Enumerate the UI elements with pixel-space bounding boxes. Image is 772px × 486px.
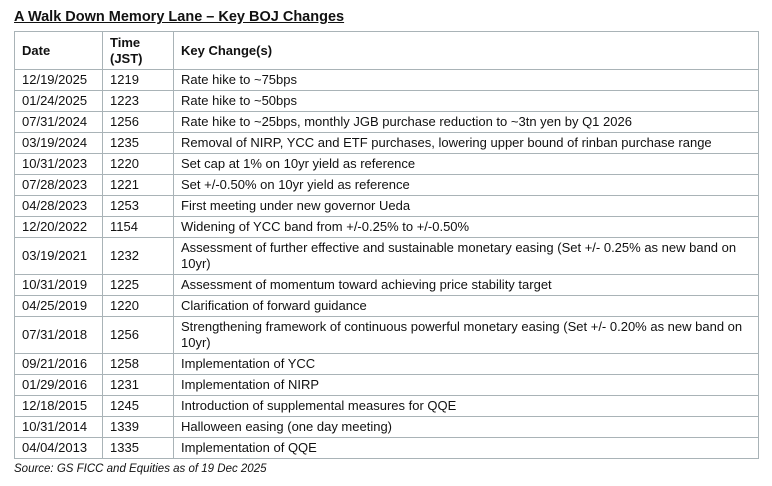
change-cell: Strengthening framework of continuous po… (173, 316, 759, 354)
table-row: 09/21/2016 1258 Implementation of YCC (14, 353, 759, 375)
time-cell: 1221 (102, 174, 174, 196)
page-title: A Walk Down Memory Lane – Key BOJ Change… (14, 9, 345, 25)
date-cell: 07/31/2018 (14, 316, 103, 354)
time-cell: 1219 (102, 69, 174, 91)
time-cell: 1335 (102, 437, 174, 459)
change-cell: Assessment of further effective and sust… (173, 237, 759, 275)
time-cell: 1154 (102, 216, 174, 238)
time-cell: 1256 (102, 316, 174, 354)
change-cell: Implementation of QQE (173, 437, 759, 459)
date-cell: 03/19/2024 (14, 132, 103, 154)
date-cell: 12/20/2022 (14, 216, 103, 238)
table-row: 07/31/2024 1256 Rate hike to ~25bps, month… (14, 111, 759, 133)
boj-changes-table: Date Time (JST) Key Change(s) 12/19/2025 12… (14, 31, 759, 459)
time-cell: 1258 (102, 353, 174, 375)
change-cell: Set cap at 1% on 10yr yield as reference (173, 153, 759, 175)
date-cell: 09/21/2016 (14, 353, 103, 375)
time-cell: 1231 (102, 374, 174, 396)
table-row: 07/28/2023 1221 Set +/-0.50% on 10yr yield… (14, 174, 759, 196)
table-header: Date Time (JST) Key Change(s) (14, 31, 759, 70)
column-header-change: Key Change(s) (173, 31, 759, 70)
change-cell: Rate hike to ~50bps (173, 90, 759, 112)
date-cell: 01/29/2016 (14, 374, 103, 396)
time-cell: 1232 (102, 237, 174, 275)
table-row: 12/18/2015 1245 Introduction of supplement… (14, 395, 759, 417)
change-cell: First meeting under new governor Ueda (173, 195, 759, 217)
table-row: 03/19/2024 1235 Removal of NIRP, YCC and E… (14, 132, 759, 154)
table-row: 12/20/2022 1154 Widening of YCC band from … (14, 216, 759, 238)
date-cell: 12/19/2025 (14, 69, 103, 91)
date-cell: 12/18/2015 (14, 395, 103, 417)
date-cell: 10/31/2023 (14, 153, 103, 175)
time-cell: 1339 (102, 416, 174, 438)
table-row: 04/28/2023 1253 First meeting under new go… (14, 195, 759, 217)
table-row: 10/31/2019 1225 Assessment of momentum tow… (14, 274, 759, 296)
change-cell: Widening of YCC band from +/-0.25% to +/… (173, 216, 759, 238)
date-cell: 03/19/2021 (14, 237, 103, 275)
date-cell: 04/04/2013 (14, 437, 103, 459)
change-cell: Implementation of YCC (173, 353, 759, 375)
time-cell: 1220 (102, 153, 174, 175)
source-note: Source: GS FICC and Equities as of 19 De… (14, 463, 267, 475)
date-cell: 07/28/2023 (14, 174, 103, 196)
table-row: 03/19/2021 1232 Assessment of further effe… (14, 237, 759, 275)
time-cell: 1220 (102, 295, 174, 317)
table-body: 12/19/2025 1219 Rate hike to ~75bps 01/24/2… (14, 69, 759, 459)
time-cell: 1225 (102, 274, 174, 296)
page: A Walk Down Memory Lane – Key BOJ Change… (14, 9, 759, 475)
time-cell: 1235 (102, 132, 174, 154)
date-cell: 04/25/2019 (14, 295, 103, 317)
change-cell: Halloween easing (one day meeting) (173, 416, 759, 438)
table-row: 01/24/2025 1223 Rate hike to ~50bps (14, 90, 759, 112)
header-row: Date Time (JST) Key Change(s) (14, 31, 759, 70)
table-row: 12/19/2025 1219 Rate hike to ~75bps (14, 69, 759, 91)
time-cell: 1256 (102, 111, 174, 133)
table-row: 04/04/2013 1335 Implementation of QQE (14, 437, 759, 459)
change-cell: Removal of NIRP, YCC and ETF purchases, … (173, 132, 759, 154)
change-cell: Introduction of supplemental measures fo… (173, 395, 759, 417)
date-cell: 10/31/2014 (14, 416, 103, 438)
table-row: 01/29/2016 1231 Implementation of NIRP (14, 374, 759, 396)
table-row: 04/25/2019 1220 Clarification of forward g… (14, 295, 759, 317)
date-cell: 10/31/2019 (14, 274, 103, 296)
change-cell: Clarification of forward guidance (173, 295, 759, 317)
column-header-date: Date (14, 31, 103, 70)
date-cell: 01/24/2025 (14, 90, 103, 112)
date-cell: 04/28/2023 (14, 195, 103, 217)
table-row: 10/31/2014 1339 Halloween easing (one day … (14, 416, 759, 438)
change-cell: Assessment of momentum toward achieving … (173, 274, 759, 296)
column-header-time: Time (JST) (102, 31, 174, 70)
change-cell: Rate hike to ~75bps (173, 69, 759, 91)
change-cell: Set +/-0.50% on 10yr yield as reference (173, 174, 759, 196)
time-cell: 1223 (102, 90, 174, 112)
time-cell: 1245 (102, 395, 174, 417)
change-cell: Rate hike to ~25bps, monthly JGB purchas… (173, 111, 759, 133)
table-row: 07/31/2018 1256 Strengthening framework of… (14, 316, 759, 354)
date-cell: 07/31/2024 (14, 111, 103, 133)
time-cell: 1253 (102, 195, 174, 217)
table-row: 10/31/2023 1220 Set cap at 1% on 10yr yiel… (14, 153, 759, 175)
change-cell: Implementation of NIRP (173, 374, 759, 396)
